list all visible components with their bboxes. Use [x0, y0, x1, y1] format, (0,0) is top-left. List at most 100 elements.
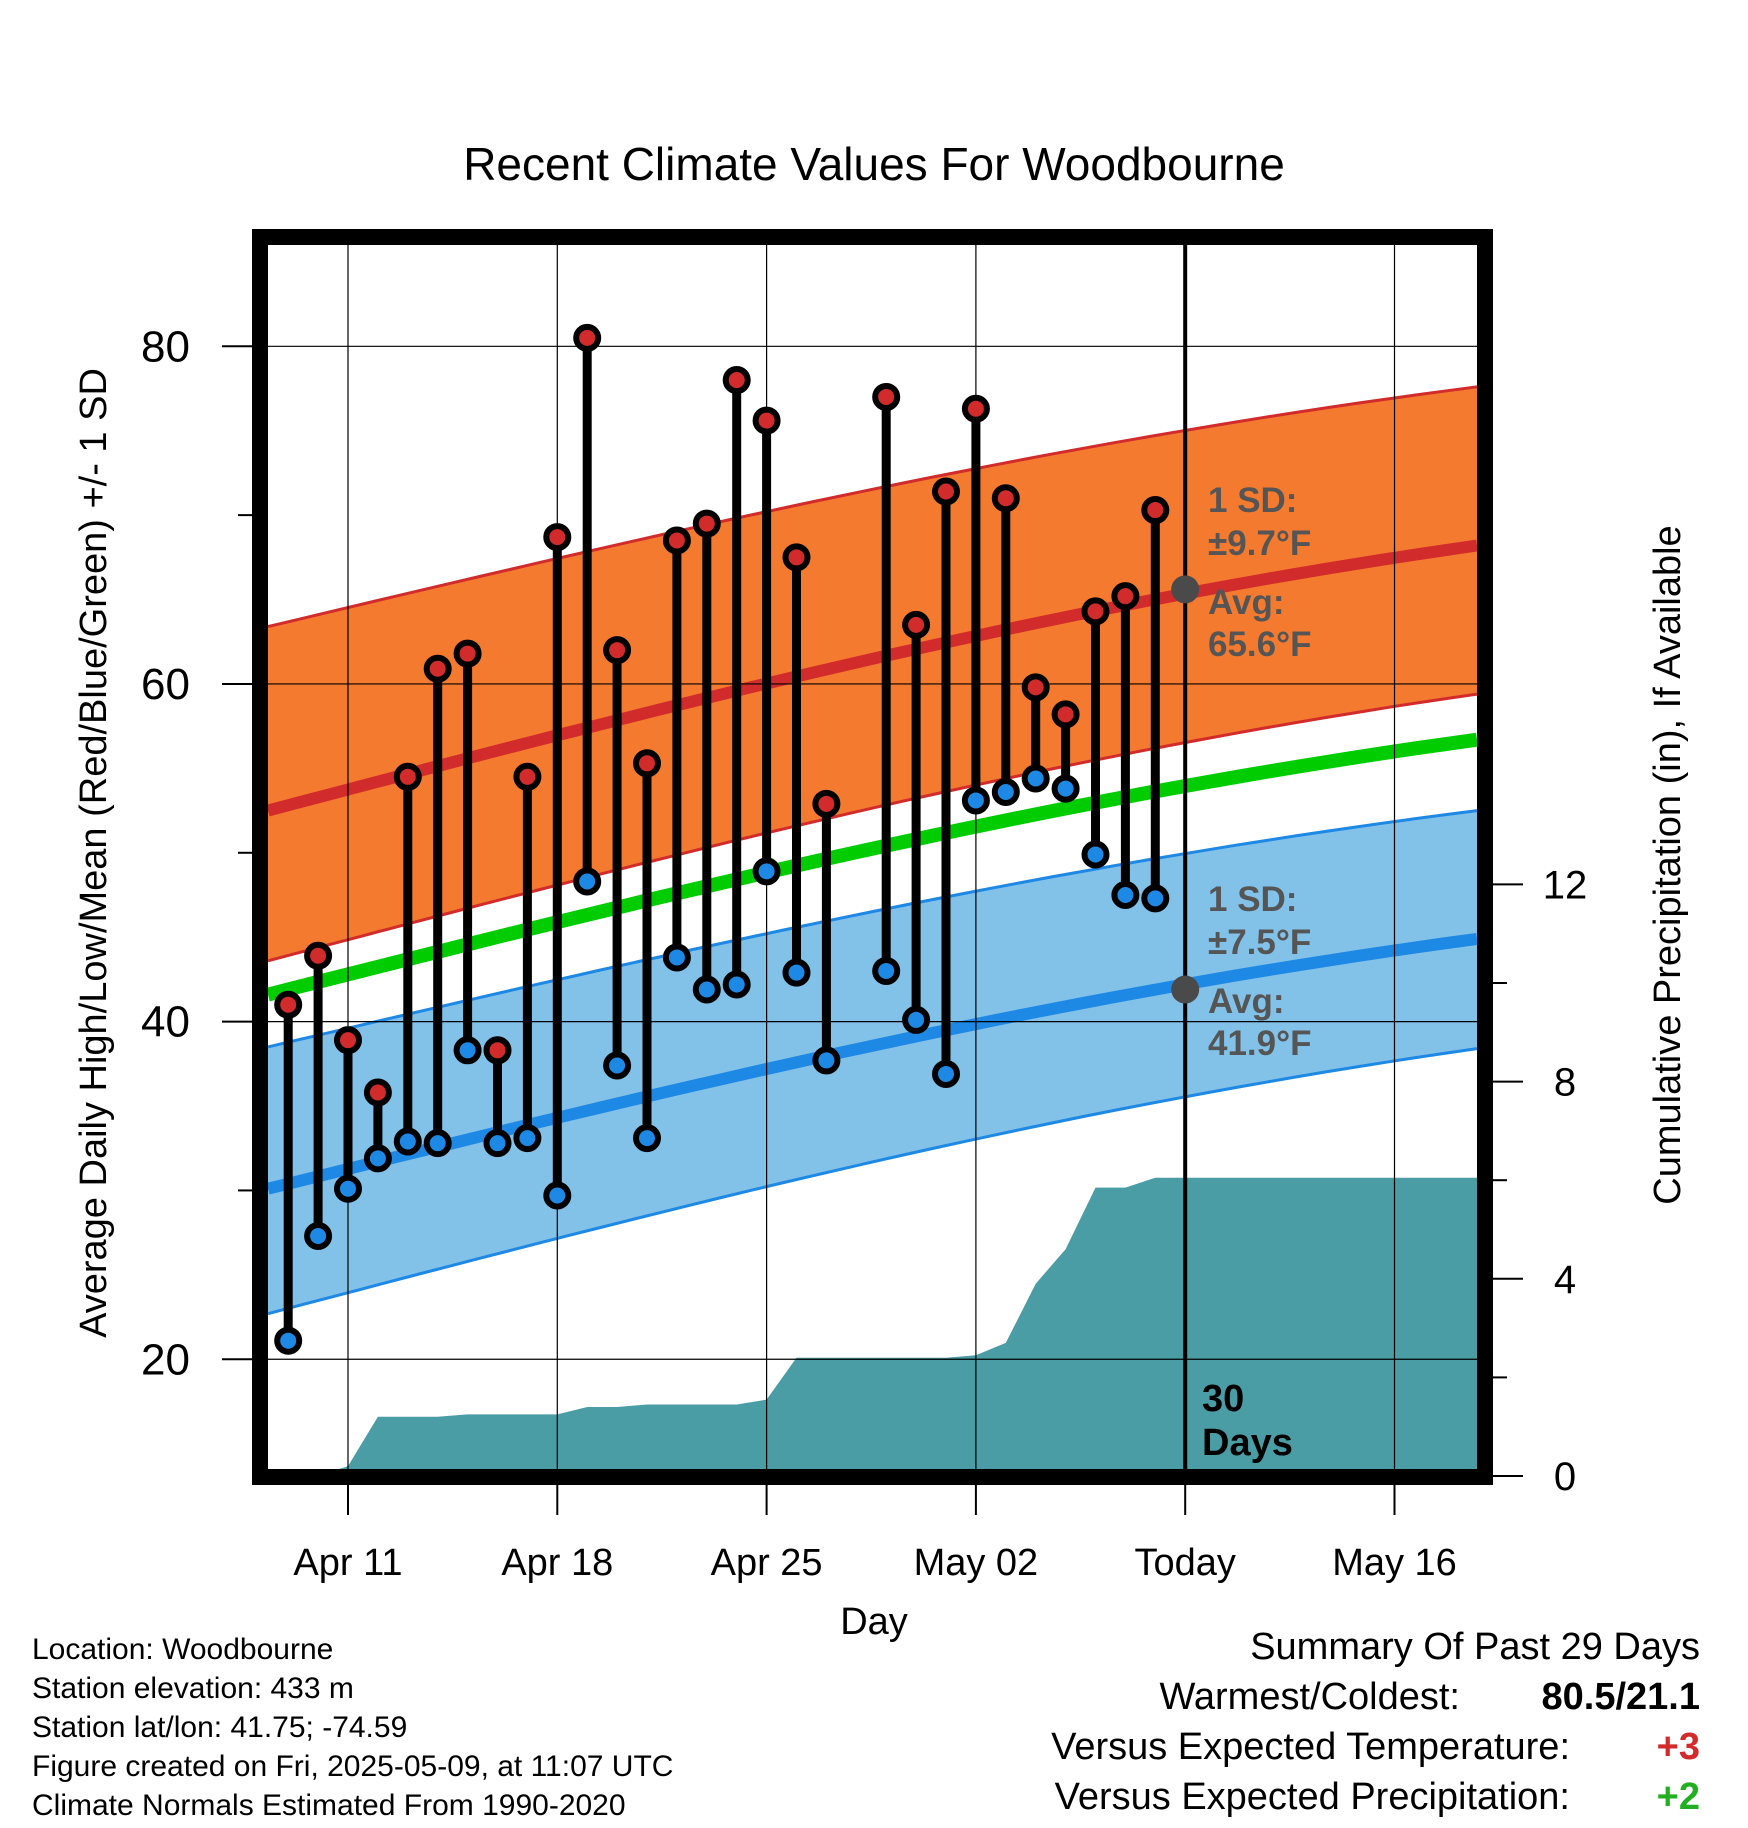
low-avg-marker: [1171, 975, 1200, 1004]
station-info: Location: Woodbourne Station elevation: …: [32, 1630, 673, 1825]
y2-tick-label: 8: [1554, 1061, 1576, 1105]
low-point: [692, 975, 721, 1004]
low-point: [513, 1124, 542, 1153]
low-point: [812, 1046, 841, 1075]
high-avg-value: 65.6°F: [1208, 625, 1312, 664]
high-point: [722, 366, 751, 395]
high-point: [603, 636, 632, 665]
low-avg-value: 41.9°F: [1208, 1024, 1312, 1063]
warm-cold-label: Warmest/Coldest:: [1159, 1676, 1460, 1718]
high-sd-label: 1 SD:: [1208, 481, 1297, 520]
high-point: [543, 523, 572, 552]
y2-tick-label: 12: [1543, 863, 1588, 907]
high-sd-value: ±9.7°F: [1208, 524, 1311, 563]
high-point: [1111, 582, 1140, 611]
high-point: [872, 382, 901, 411]
low-point: [1111, 880, 1140, 909]
high-point: [573, 323, 602, 352]
days-label: Days: [1202, 1422, 1293, 1464]
high-point: [363, 1078, 392, 1107]
x-tick-label: Apr 11: [293, 1542, 402, 1584]
high-point: [453, 639, 482, 668]
low-point: [393, 1127, 422, 1156]
low-point: [1141, 884, 1170, 913]
normals-text: Climate Normals Estimated From 1990-2020: [32, 1789, 626, 1822]
temp-vs-expected-value: +3: [1656, 1726, 1700, 1768]
latlon-text: Station lat/lon: 41.75; -74.59: [32, 1711, 408, 1744]
precipitation-fill: [288, 1177, 1478, 1476]
low-point: [662, 943, 691, 972]
summary-temp: Versus Expected Temperature: +3: [1051, 1722, 1700, 1772]
low-point: [304, 1222, 333, 1251]
temp-vs-expected-label: Versus Expected Temperature:: [1051, 1726, 1570, 1768]
x-tick-label: Apr 18: [501, 1542, 613, 1584]
high-point: [513, 762, 542, 791]
low-point: [1081, 840, 1110, 869]
low-point: [752, 857, 781, 886]
location-text: Location: Woodbourne: [32, 1633, 334, 1666]
normal-low-line: [266, 932, 1478, 1195]
high-avg-marker: [1171, 575, 1200, 604]
plot-border: [252, 229, 1493, 1485]
low-avg-label: Avg:: [1208, 982, 1284, 1021]
chart-title: Recent Climate Values For Woodbourne: [463, 138, 1285, 190]
y-tick-label: 40: [141, 998, 190, 1047]
low-point: [932, 1059, 960, 1088]
low-sd-band: [268, 810, 1477, 1314]
x-tick-label: May 16: [1332, 1542, 1457, 1584]
warm-cold-value: 80.5/21.1: [1541, 1676, 1700, 1718]
daily-points: [274, 323, 1170, 1355]
x-axis-label: Day: [840, 1601, 908, 1643]
y2-tick-label: 4: [1554, 1258, 1576, 1302]
low-sd-lower-edge: [267, 1047, 1478, 1316]
high-sd-band: [268, 386, 1477, 961]
low-point: [633, 1124, 661, 1153]
x-tick-label: Apr 25: [711, 1542, 823, 1584]
low-point: [483, 1129, 512, 1158]
days-count: 30: [1202, 1378, 1244, 1420]
precip-vs-expected-label: Versus Expected Precipitation:: [1054, 1776, 1570, 1818]
low-point: [573, 867, 602, 896]
high-point: [662, 526, 691, 555]
plot-frame: [252, 229, 1493, 1485]
high-point: [1141, 496, 1170, 525]
high-point: [782, 543, 811, 572]
high-point: [304, 941, 333, 970]
low-point: [274, 1326, 303, 1355]
precip-vs-expected-value: +2: [1656, 1776, 1700, 1818]
summary-warm-cold: Warmest/Coldest: 80.5/21.1: [1051, 1672, 1700, 1722]
low-point: [1021, 764, 1050, 793]
high-avg-label: Avg:: [1208, 583, 1284, 622]
high-point: [483, 1036, 512, 1065]
high-point: [1051, 700, 1080, 729]
y-tick-label: 80: [141, 322, 190, 371]
high-point: [812, 789, 841, 818]
low-point: [961, 786, 990, 815]
low-point: [782, 958, 811, 987]
low-point: [991, 778, 1020, 807]
high-point: [334, 1026, 362, 1055]
axes: 20 40 60 80 0 4 8 12 Apr 11 Apr 18 Apr 25 May 02 Tod…: [141, 322, 1587, 1584]
x-tick-label: Today: [1134, 1542, 1235, 1584]
y-tick-label: 20: [141, 1335, 190, 1384]
high-point: [692, 509, 721, 538]
y-tick-label: 60: [141, 660, 190, 709]
low-point: [423, 1129, 452, 1158]
high-point: [932, 477, 960, 506]
y2-tick-label: 0: [1554, 1455, 1576, 1499]
high-point: [633, 749, 661, 778]
created-text: Figure created on Fri, 2025-05-09, at 11…: [32, 1750, 674, 1783]
summary-panel: Summary Of Past 29 Days Warmest/Coldest:…: [1051, 1622, 1700, 1822]
high-point: [991, 484, 1020, 513]
high-point: [423, 654, 452, 683]
high-sd-upper-edge: [267, 385, 1478, 629]
low-point: [363, 1144, 392, 1173]
low-point: [453, 1036, 482, 1065]
low-sd-label: 1 SD:: [1208, 880, 1297, 919]
low-sd-value: ±7.5°F: [1208, 923, 1311, 962]
summary-title: Summary Of Past 29 Days: [1250, 1626, 1700, 1668]
low-point: [603, 1051, 632, 1080]
precipitation-area: [288, 1177, 1478, 1476]
